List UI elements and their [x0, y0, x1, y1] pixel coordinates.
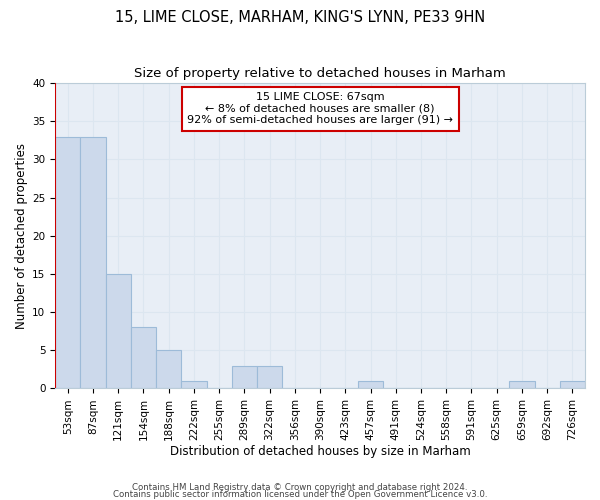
Bar — [509, 381, 535, 388]
Bar — [232, 366, 257, 388]
Bar — [257, 366, 282, 388]
Bar — [131, 328, 156, 388]
Text: Contains public sector information licensed under the Open Government Licence v3: Contains public sector information licen… — [113, 490, 487, 499]
Title: Size of property relative to detached houses in Marham: Size of property relative to detached ho… — [134, 68, 506, 80]
Bar — [106, 274, 131, 388]
Bar — [560, 381, 585, 388]
Bar — [80, 136, 106, 388]
Bar — [181, 381, 206, 388]
X-axis label: Distribution of detached houses by size in Marham: Distribution of detached houses by size … — [170, 444, 470, 458]
Text: 15, LIME CLOSE, MARHAM, KING'S LYNN, PE33 9HN: 15, LIME CLOSE, MARHAM, KING'S LYNN, PE3… — [115, 10, 485, 25]
Text: Contains HM Land Registry data © Crown copyright and database right 2024.: Contains HM Land Registry data © Crown c… — [132, 484, 468, 492]
Text: 15 LIME CLOSE: 67sqm
← 8% of detached houses are smaller (8)
92% of semi-detache: 15 LIME CLOSE: 67sqm ← 8% of detached ho… — [187, 92, 453, 126]
Bar — [156, 350, 181, 389]
Bar — [358, 381, 383, 388]
Y-axis label: Number of detached properties: Number of detached properties — [15, 143, 28, 329]
Bar — [55, 136, 80, 388]
